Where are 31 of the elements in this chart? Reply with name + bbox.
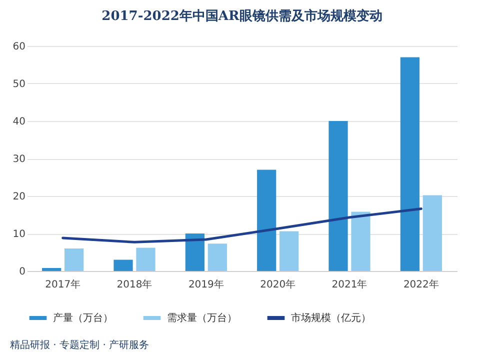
y-tick-label: 60 [12, 42, 26, 52]
bar [257, 170, 276, 271]
y-tick-label: 0 [19, 266, 26, 278]
text: 精品研报 · 专题定制 · 产研服务 [10, 338, 150, 352]
y-tick-label: 50 [12, 79, 26, 90]
x-tick-label: 2022年 [403, 278, 439, 290]
x-tick-label: 2019年 [188, 278, 224, 290]
bar [328, 121, 348, 271]
bar [422, 195, 442, 271]
legend-label: 市场规模（亿元） [291, 312, 371, 324]
y-tick-label: 20 [12, 192, 26, 202]
bar [351, 212, 370, 271]
legend-label: 产量（万台） [53, 312, 113, 324]
y-tick-label: 40 [12, 116, 26, 128]
bar [208, 244, 227, 271]
bar [136, 248, 156, 271]
x-tick-label: 2017年 [45, 278, 81, 290]
line-series [62, 208, 422, 244]
bar [64, 248, 84, 271]
x-tick-label: 2021年 [332, 278, 368, 290]
chart-title: 2017-2022年中国AR眼镜供需及市场规模变动 [102, 8, 382, 24]
y-tick-label: 30 [12, 154, 26, 165]
x-tick-label: 2018年 [116, 278, 152, 290]
bar [400, 57, 420, 271]
y-tick-label: 10 [12, 229, 26, 240]
x-tick-label: 2020年 [260, 278, 296, 290]
bar [185, 234, 204, 271]
legend-label: 需求量（万台） [167, 312, 237, 324]
bar [280, 231, 299, 271]
bar [114, 260, 133, 271]
bar [42, 268, 62, 271]
